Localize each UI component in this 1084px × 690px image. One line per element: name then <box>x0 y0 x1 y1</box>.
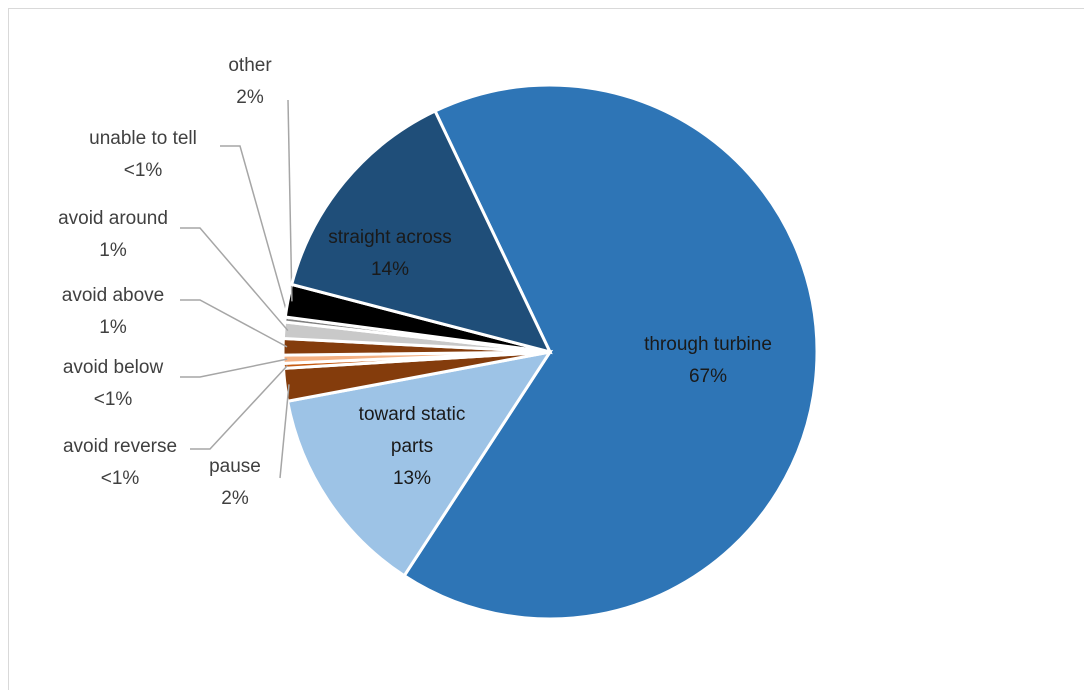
slice-name: through turbine <box>644 334 772 355</box>
slice-label: avoid above 1% <box>62 280 164 344</box>
slice-label: toward static parts 13% <box>352 399 472 495</box>
slice-label: avoid reverse <1% <box>63 431 177 495</box>
slice-label: avoid below <1% <box>63 352 163 416</box>
slice-value: 1% <box>99 240 127 261</box>
leader-line <box>287 99 293 302</box>
slice-value: 14% <box>370 259 410 280</box>
slice-value: 13% <box>392 468 432 489</box>
slice-label: through turbine 67% <box>588 329 828 393</box>
leader-line <box>180 299 288 348</box>
slice-value: 2% <box>221 488 249 509</box>
slice-label: other 2% <box>228 50 271 114</box>
leader-line <box>220 145 290 321</box>
chart-frame <box>8 8 1084 690</box>
pie-slice <box>285 349 554 578</box>
pie-slice <box>402 83 819 621</box>
slice-label: unable to tell <1% <box>89 123 197 187</box>
slice-value: <1% <box>123 160 163 181</box>
slice-value: 1% <box>99 317 127 338</box>
leader-line <box>180 358 288 378</box>
pie-slice <box>289 109 553 355</box>
slice-name: avoid reverse <box>62 436 178 457</box>
slice-name: pause <box>209 456 261 477</box>
slice-value: <1% <box>100 468 140 489</box>
slice-label: avoid around 1% <box>58 203 168 267</box>
slice-name: avoid below <box>62 357 164 378</box>
slice-value: 2% <box>236 87 264 108</box>
leader-line <box>279 384 290 479</box>
slice-name: avoid above <box>61 285 165 306</box>
slice-label: straight across 14% <box>290 222 490 286</box>
slice-value: 67% <box>688 366 728 387</box>
slice-label: pause 2% <box>209 451 261 515</box>
slice-name: straight across <box>328 227 452 248</box>
slice-name: other <box>228 55 272 76</box>
slice-value: <1% <box>93 389 133 410</box>
slice-name: unable to tell <box>89 128 197 149</box>
leader-line <box>190 365 288 450</box>
slice-name: toward static parts <box>358 404 466 457</box>
leader-line <box>180 227 289 332</box>
slice-name: avoid around <box>58 208 168 229</box>
